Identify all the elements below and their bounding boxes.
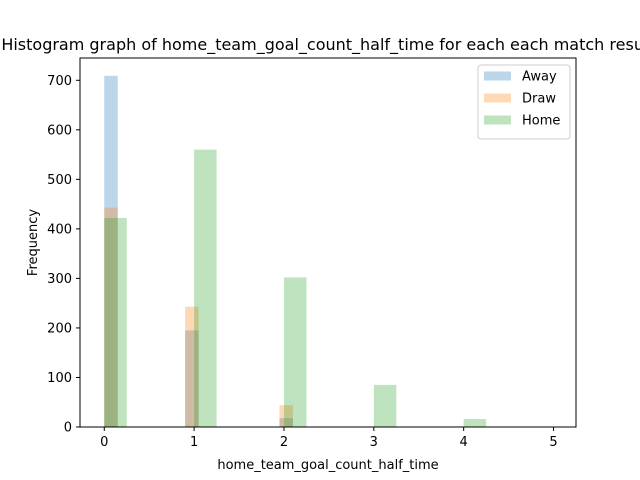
y-tick-label: 600 [47, 123, 72, 138]
legend-label-draw: Draw [522, 92, 556, 107]
y-tick-label: 100 [47, 371, 72, 386]
x-tick-label: 4 [460, 435, 468, 450]
legend-label-away: Away [522, 70, 557, 85]
x-tick-label: 3 [370, 435, 378, 450]
bar-home-4 [463, 419, 487, 427]
bar-home-2 [283, 277, 307, 427]
bar-draw-0 [104, 207, 118, 427]
x-tick-label: 2 [280, 435, 288, 450]
y-tick-label: 400 [47, 222, 72, 237]
legend-box [477, 64, 571, 140]
bar-away-2 [279, 418, 293, 427]
bar-draw-1 [185, 306, 199, 427]
legend-swatch-home [484, 115, 511, 125]
legend-swatch-draw [484, 93, 511, 103]
y-axis-ticks: 0 100 200 300 400 500 600 700 [47, 74, 80, 436]
legend-label-home: Home [522, 114, 560, 129]
bar-home-0 [104, 217, 127, 427]
x-tick-label: 5 [549, 435, 557, 450]
bar-draw-2 [279, 405, 293, 427]
x-tick-label: 1 [190, 435, 198, 450]
y-tick-label: 500 [47, 173, 72, 188]
x-axis-label: home_team_goal_count_half_time [217, 458, 438, 473]
bar-home-1 [194, 149, 217, 427]
bar-home-3 [373, 384, 397, 427]
y-tick-label: 300 [47, 272, 72, 287]
x-axis-ticks: 0 1 2 3 4 5 [100, 427, 558, 450]
plot-frame [79, 57, 577, 428]
bar-away-1 [185, 330, 199, 427]
bar-away-0 [104, 75, 118, 427]
legend-swatch-away [484, 71, 511, 81]
y-tick-label: 700 [47, 74, 72, 89]
y-tick-label: 0 [64, 421, 72, 436]
x-tick-label: 0 [100, 435, 108, 450]
y-tick-label: 200 [47, 321, 72, 336]
bars-layer [104, 75, 554, 427]
chart-title: Histogram graph of home_team_goal_count_… [1, 35, 640, 55]
y-axis-label: Frequency [26, 209, 41, 276]
legend: Away Draw Home [477, 64, 571, 140]
